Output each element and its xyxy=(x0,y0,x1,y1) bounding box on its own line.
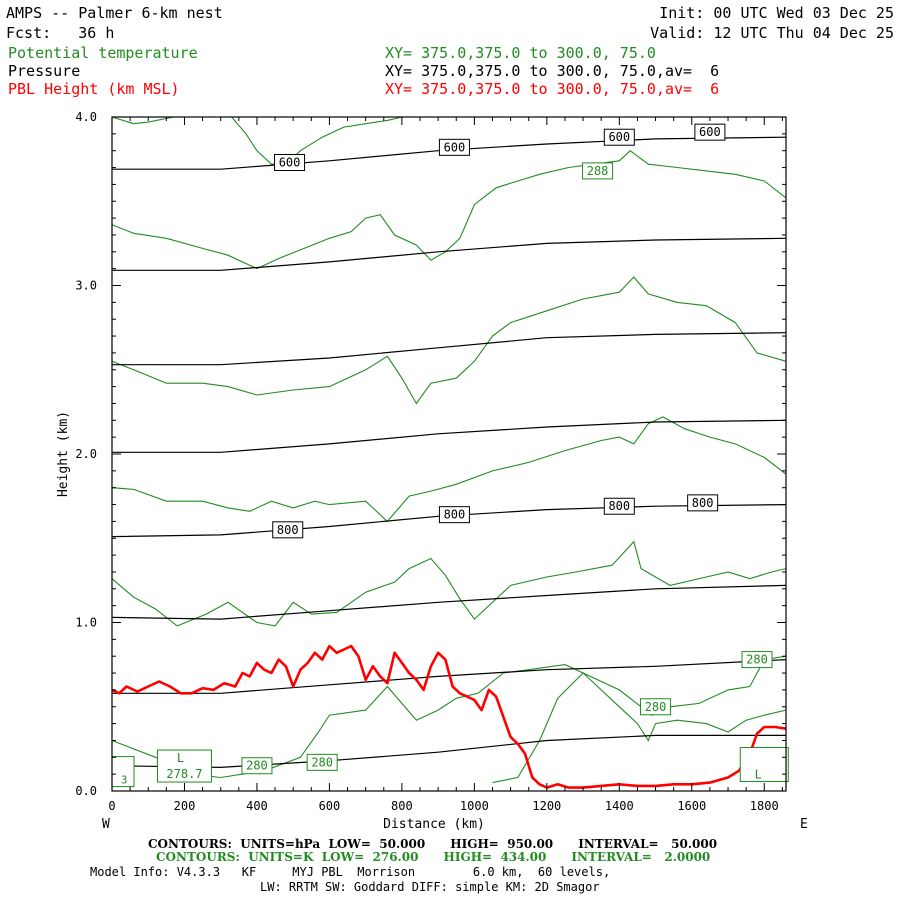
svg-text:288: 288 xyxy=(587,164,609,178)
field-xy-pressure: XY= 375.0,375.0 to 300.0, 75.0,av= 6 xyxy=(385,62,720,80)
svg-text:L: L xyxy=(177,751,184,765)
valid-time: Valid: 12 UTC Thu 04 Dec 25 xyxy=(650,24,894,42)
pressure-label-1: 600 xyxy=(438,138,470,156)
x-tick-label: 1200 xyxy=(532,799,561,813)
svg-text:600: 600 xyxy=(444,140,466,154)
theta-contour-2 xyxy=(111,540,787,627)
x-end-right-label: E xyxy=(800,817,808,832)
theta-contours xyxy=(111,116,787,784)
svg-text:3: 3 xyxy=(121,774,128,787)
svg-text:280: 280 xyxy=(311,755,333,769)
pressure-contour-0 xyxy=(111,734,786,769)
theta-contour-info: CONTOURS: UNITS=K LOW= 276.00 HIGH= 434.… xyxy=(156,850,711,864)
pressure-contour-4 xyxy=(112,419,787,453)
svg-text:600: 600 xyxy=(608,130,630,144)
svg-text:800: 800 xyxy=(444,508,466,522)
pressure-contour-2 xyxy=(111,584,787,620)
svg-text:800: 800 xyxy=(277,523,299,537)
y-tick-label: 4.0 xyxy=(75,110,97,124)
svg-text:800: 800 xyxy=(608,499,630,513)
field-xy-pbl: XY= 375.0,375.0 to 300.0, 75.0,av= 6 xyxy=(385,80,720,98)
theta-extremum-1: L xyxy=(739,747,789,783)
field-xy-theta: XY= 375.0,375.0 to 300.0, 75.0 xyxy=(385,44,656,62)
svg-text:280: 280 xyxy=(746,653,768,667)
y-axis-label: Height (km) xyxy=(56,411,71,497)
y-tick-label: 2.0 xyxy=(75,447,97,461)
x-tick-label: 600 xyxy=(319,799,341,813)
pressure-label-3: 600 xyxy=(694,123,726,141)
theta-contour-3 xyxy=(111,416,787,523)
x-tick-label: 1400 xyxy=(605,799,634,813)
pressure-contour-3 xyxy=(111,504,787,538)
theta-extremum-2: 3 xyxy=(111,756,135,788)
y-tick-label: 0.0 xyxy=(75,784,97,798)
x-tick-label: 400 xyxy=(246,799,268,813)
pressure-label-2: 600 xyxy=(603,128,635,146)
pressure-label-4: 800 xyxy=(272,521,304,539)
y-tick-label: 1.0 xyxy=(75,616,97,630)
field-name-pbl: PBL Height (km MSL) xyxy=(8,80,180,98)
model-info-physics: LW: RRTM SW: Goddard DIFF: simple KM: 2D… xyxy=(260,880,600,894)
pbl-height-line xyxy=(111,644,787,789)
pressure-contour-6 xyxy=(112,237,787,271)
model-title: AMPS -- Palmer 6-km nest xyxy=(6,4,223,22)
theta-label-3: 280 xyxy=(241,757,273,775)
svg-text:600: 600 xyxy=(699,125,721,139)
pressure-contour-5 xyxy=(112,332,787,366)
init-time: Init: 00 UTC Wed 03 Dec 25 xyxy=(659,4,894,22)
model-info: Model Info: V4.3.3 KF MYJ PBL Morrison 6… xyxy=(90,865,611,879)
x-end-left-label: W xyxy=(102,817,110,832)
svg-text:L: L xyxy=(755,768,762,782)
x-tick-label: 800 xyxy=(391,799,413,813)
pressure-contours xyxy=(111,136,787,769)
field-name-pressure: Pressure xyxy=(8,62,81,80)
theta-contour-4 xyxy=(111,276,787,405)
theta-label-4: 280 xyxy=(306,753,338,771)
pressure-label-6: 800 xyxy=(603,497,635,515)
theta-contour-6 xyxy=(111,116,174,125)
theta-contour-1 xyxy=(492,672,787,784)
x-tick-label: 1600 xyxy=(677,799,706,813)
theta-label-2: 280 xyxy=(640,698,672,716)
svg-text:800: 800 xyxy=(692,496,714,510)
theta-contour-7 xyxy=(231,116,403,165)
svg-text:280: 280 xyxy=(645,700,667,714)
pressure-contour-1 xyxy=(112,659,787,694)
pressure-label-0: 600 xyxy=(274,153,306,171)
field-name-theta: Potential temperature xyxy=(8,44,198,62)
x-tick-label: 0 xyxy=(108,799,115,813)
theta-extremum-0: L 278.7 xyxy=(156,749,212,783)
theta-label-0: 288 xyxy=(582,162,614,180)
contour-labels: 600 600 600 600 800 800 800 800 288 280 280 280 280 L… xyxy=(111,123,789,788)
y-tick-label: 3.0 xyxy=(75,279,97,293)
theta-label-1: 280 xyxy=(741,651,773,669)
x-axis-label: Distance (km) xyxy=(383,817,485,832)
x-tick-label: 1000 xyxy=(460,799,489,813)
x-tick-label: 200 xyxy=(174,799,196,813)
axes: 0 200 400 600 800 1000 1200 1400 1600 1800 0.0 1.0 2… xyxy=(75,110,786,813)
pressure-label-5: 800 xyxy=(438,506,470,524)
pressure-contour-info: CONTOURS: UNITS=hPa LOW= 50.000 HIGH= 95… xyxy=(148,837,718,851)
pbl-height-series xyxy=(111,644,787,789)
x-tick-label: 1800 xyxy=(750,799,779,813)
svg-text:600: 600 xyxy=(279,155,301,169)
pressure-contour-7 xyxy=(112,136,787,170)
svg-text:280: 280 xyxy=(246,759,268,773)
theta-contour-0 xyxy=(111,655,787,779)
pressure-label-7: 800 xyxy=(687,494,719,512)
forecast-hour: Fcst: 36 h xyxy=(6,24,115,42)
svg-text:278.7: 278.7 xyxy=(166,767,202,781)
